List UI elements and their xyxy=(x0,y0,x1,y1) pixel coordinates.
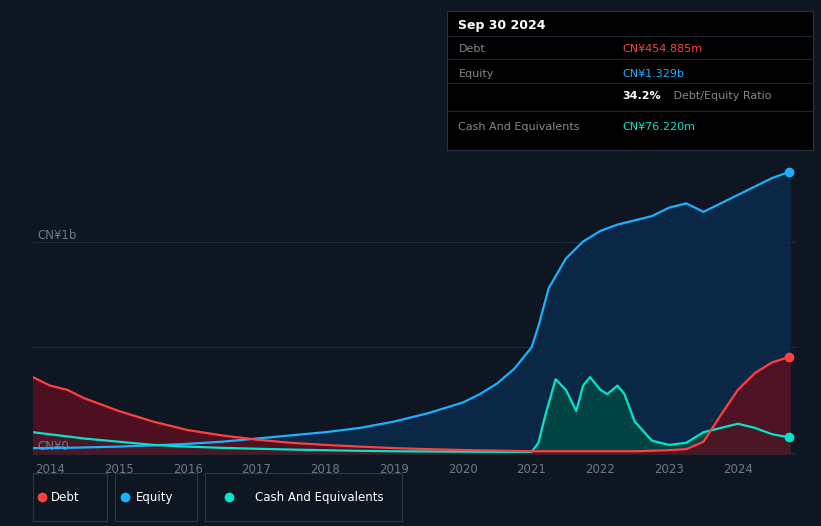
Text: CN¥1b: CN¥1b xyxy=(38,228,77,241)
Text: CN¥0: CN¥0 xyxy=(38,440,70,453)
Text: Cash And Equivalents: Cash And Equivalents xyxy=(458,122,580,132)
Text: Cash And Equivalents: Cash And Equivalents xyxy=(255,491,383,503)
Text: CN¥454.885m: CN¥454.885m xyxy=(623,44,703,54)
Text: CN¥1.329b: CN¥1.329b xyxy=(623,69,685,79)
Text: Debt: Debt xyxy=(51,491,80,503)
Text: CN¥76.220m: CN¥76.220m xyxy=(623,122,696,132)
Text: 34.2%: 34.2% xyxy=(623,92,662,102)
Text: Equity: Equity xyxy=(135,491,173,503)
Text: Sep 30 2024: Sep 30 2024 xyxy=(458,19,546,32)
Text: Debt: Debt xyxy=(458,44,485,54)
Text: Debt/Equity Ratio: Debt/Equity Ratio xyxy=(670,92,772,102)
Text: Equity: Equity xyxy=(458,69,493,79)
